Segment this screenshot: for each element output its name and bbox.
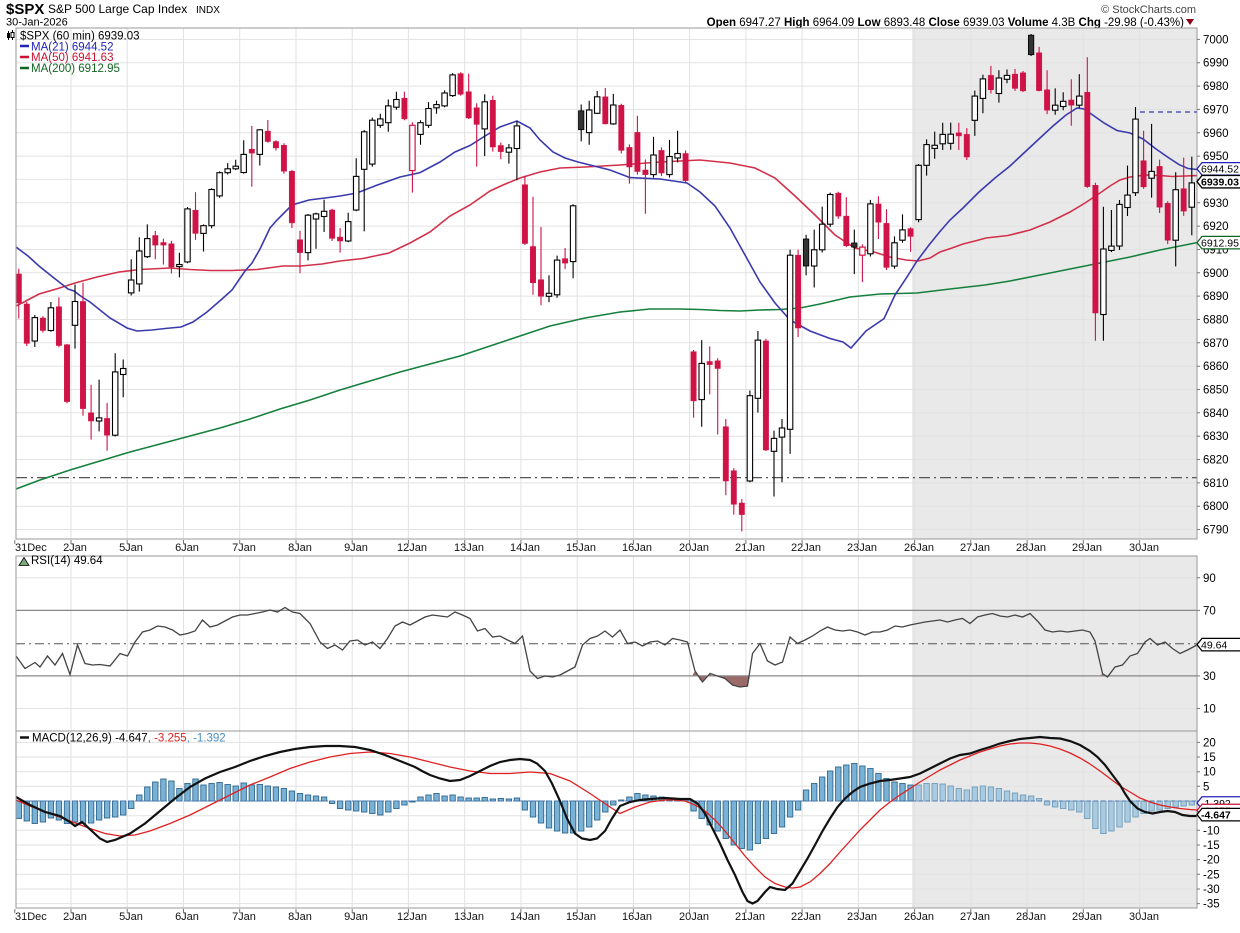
svg-text:27Jan: 27Jan: [960, 542, 990, 554]
svg-text:6960: 6960: [1203, 128, 1229, 140]
svg-text:14Jan: 14Jan: [510, 542, 540, 554]
svg-text:9Jan: 9Jan: [344, 542, 368, 554]
svg-text:MA(200) 6912.95: MA(200) 6912.95: [31, 63, 120, 75]
svg-text:20Jan: 20Jan: [679, 911, 709, 923]
svg-text:MA(50) 6941.63: MA(50) 6941.63: [31, 52, 113, 64]
svg-text:6820: 6820: [1203, 455, 1229, 467]
svg-text:RSI(14) 49.64: RSI(14) 49.64: [31, 555, 103, 567]
svg-text:21Jan: 21Jan: [735, 542, 765, 554]
svg-text:26Jan: 26Jan: [904, 542, 934, 554]
svg-text:12Jan: 12Jan: [397, 542, 427, 554]
svg-text:10: 10: [1203, 704, 1216, 716]
svg-text:7Jan: 7Jan: [232, 911, 256, 923]
svg-text:-10: -10: [1203, 825, 1220, 837]
svg-text:-30: -30: [1203, 884, 1220, 896]
svg-text:6912.95: 6912.95: [1201, 237, 1239, 249]
svg-text:31Dec: 31Dec: [15, 542, 47, 554]
svg-text:27Jan: 27Jan: [960, 911, 990, 923]
svg-text:6920: 6920: [1203, 221, 1229, 233]
svg-text:6860: 6860: [1203, 361, 1229, 373]
svg-text:6980: 6980: [1203, 81, 1229, 93]
svg-text:70: 70: [1203, 605, 1216, 617]
svg-text:6830: 6830: [1203, 431, 1229, 443]
svg-text:23Jan: 23Jan: [847, 911, 877, 923]
svg-text:6890: 6890: [1203, 291, 1229, 303]
svg-text:14Jan: 14Jan: [510, 911, 540, 923]
svg-text:-25: -25: [1203, 869, 1220, 881]
svg-text:6900: 6900: [1203, 268, 1229, 280]
svg-text:6800: 6800: [1203, 501, 1229, 513]
svg-text:6850: 6850: [1203, 385, 1229, 397]
svg-text:29Jan: 29Jan: [1072, 542, 1102, 554]
svg-text:26Jan: 26Jan: [904, 911, 934, 923]
svg-text:2Jan: 2Jan: [63, 911, 87, 923]
svg-text:15Jan: 15Jan: [566, 542, 596, 554]
svg-text:8Jan: 8Jan: [288, 911, 312, 923]
svg-text:6880: 6880: [1203, 315, 1229, 327]
svg-text:5: 5: [1203, 781, 1209, 793]
svg-text:30Jan: 30Jan: [1129, 542, 1159, 554]
svg-text:13Jan: 13Jan: [454, 911, 484, 923]
svg-text:6990: 6990: [1203, 58, 1229, 70]
svg-text:-4.647: -4.647: [1201, 809, 1231, 821]
svg-text:22Jan: 22Jan: [791, 542, 821, 554]
svg-text:28Jan: 28Jan: [1016, 911, 1046, 923]
svg-text:9Jan: 9Jan: [344, 911, 368, 923]
svg-text:12Jan: 12Jan: [397, 911, 427, 923]
svg-text:2Jan: 2Jan: [63, 542, 87, 554]
svg-text:31Dec: 31Dec: [15, 911, 47, 923]
svg-text:7000: 7000: [1203, 34, 1229, 46]
svg-text:$SPX: $SPX: [6, 1, 44, 18]
svg-text:-15: -15: [1203, 840, 1220, 852]
svg-text:5Jan: 5Jan: [119, 542, 143, 554]
svg-text:20Jan: 20Jan: [679, 542, 709, 554]
svg-text:MACD(12,26,9) -4.647, -3.255,: MACD(12,26,9) -4.647, -3.255, -1.392: [32, 733, 226, 745]
svg-text:15: 15: [1203, 752, 1216, 764]
svg-text:© StockCharts.com: © StockCharts.com: [1101, 4, 1196, 16]
svg-text:15Jan: 15Jan: [566, 911, 596, 923]
svg-text:20: 20: [1203, 737, 1216, 749]
svg-text:6Jan: 6Jan: [175, 542, 199, 554]
svg-text:6939.03: 6939.03: [1201, 177, 1239, 189]
svg-text:23Jan: 23Jan: [847, 542, 877, 554]
svg-text:6950: 6950: [1203, 151, 1229, 163]
svg-text:8Jan: 8Jan: [288, 542, 312, 554]
svg-text:5Jan: 5Jan: [119, 911, 143, 923]
svg-text:Open 6947.27 High 6964.09 Lo: Open 6947.27 High 6964.09 Low 6893.48 Cl…: [707, 17, 1185, 29]
svg-text:INDX: INDX: [196, 5, 220, 16]
svg-text:6870: 6870: [1203, 338, 1229, 350]
svg-text:28Jan: 28Jan: [1016, 542, 1046, 554]
svg-text:10: 10: [1203, 767, 1216, 779]
svg-text:7Jan: 7Jan: [232, 542, 256, 554]
svg-text:22Jan: 22Jan: [791, 911, 821, 923]
svg-text:6970: 6970: [1203, 104, 1229, 116]
svg-text:30Jan: 30Jan: [1129, 911, 1159, 923]
svg-text:21Jan: 21Jan: [735, 911, 765, 923]
svg-text:6Jan: 6Jan: [175, 911, 199, 923]
svg-text:$SPX (60 min) 6939.03: $SPX (60 min) 6939.03: [20, 31, 140, 43]
svg-text:49.64: 49.64: [1201, 639, 1227, 651]
svg-text:6944.52: 6944.52: [1201, 164, 1239, 176]
svg-text:-35: -35: [1203, 899, 1220, 911]
svg-text:16Jan: 16Jan: [622, 911, 652, 923]
svg-text:6930: 6930: [1203, 198, 1229, 210]
svg-text:6790: 6790: [1203, 525, 1229, 537]
svg-text:MA(21) 6944.52: MA(21) 6944.52: [31, 42, 113, 54]
svg-text:90: 90: [1203, 573, 1216, 585]
svg-text:29Jan: 29Jan: [1072, 911, 1102, 923]
svg-text:6840: 6840: [1203, 408, 1229, 420]
svg-text:S&P 500 Large Cap Index: S&P 500 Large Cap Index: [48, 2, 187, 16]
svg-text:6810: 6810: [1203, 478, 1229, 490]
svg-text:30-Jan-2026: 30-Jan-2026: [6, 17, 68, 29]
svg-text:30: 30: [1203, 671, 1216, 683]
svg-text:16Jan: 16Jan: [622, 542, 652, 554]
svg-text:13Jan: 13Jan: [454, 542, 484, 554]
svg-text:-20: -20: [1203, 855, 1220, 867]
